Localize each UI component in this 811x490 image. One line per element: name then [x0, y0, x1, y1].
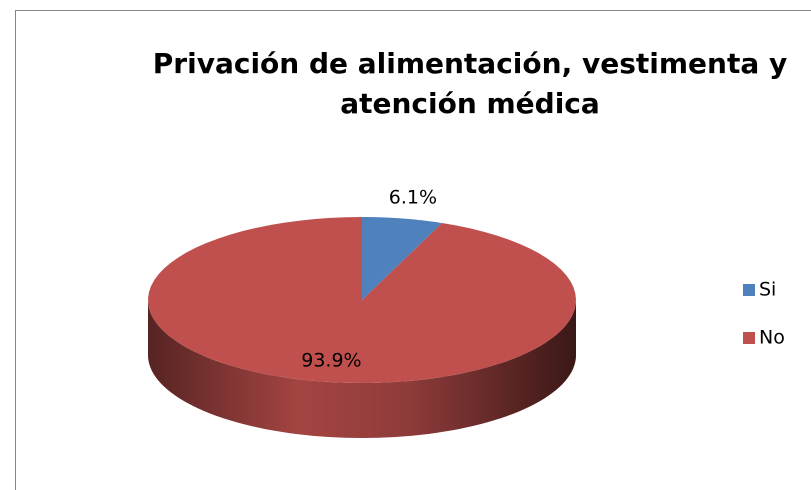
pie-slice: [362, 217, 443, 300]
legend-swatch: [743, 284, 755, 296]
chart-title: Privación de alimentación, vestimenta y …: [152, 47, 788, 120]
legend-label: No: [759, 327, 785, 349]
data-label: 93.9%: [301, 350, 361, 372]
pie-slice: [148, 217, 576, 383]
legend-swatch: [743, 332, 755, 344]
data-label: 6.1%: [389, 187, 437, 209]
pie-side-shade: [148, 300, 576, 438]
legend-label: Si: [759, 279, 776, 301]
